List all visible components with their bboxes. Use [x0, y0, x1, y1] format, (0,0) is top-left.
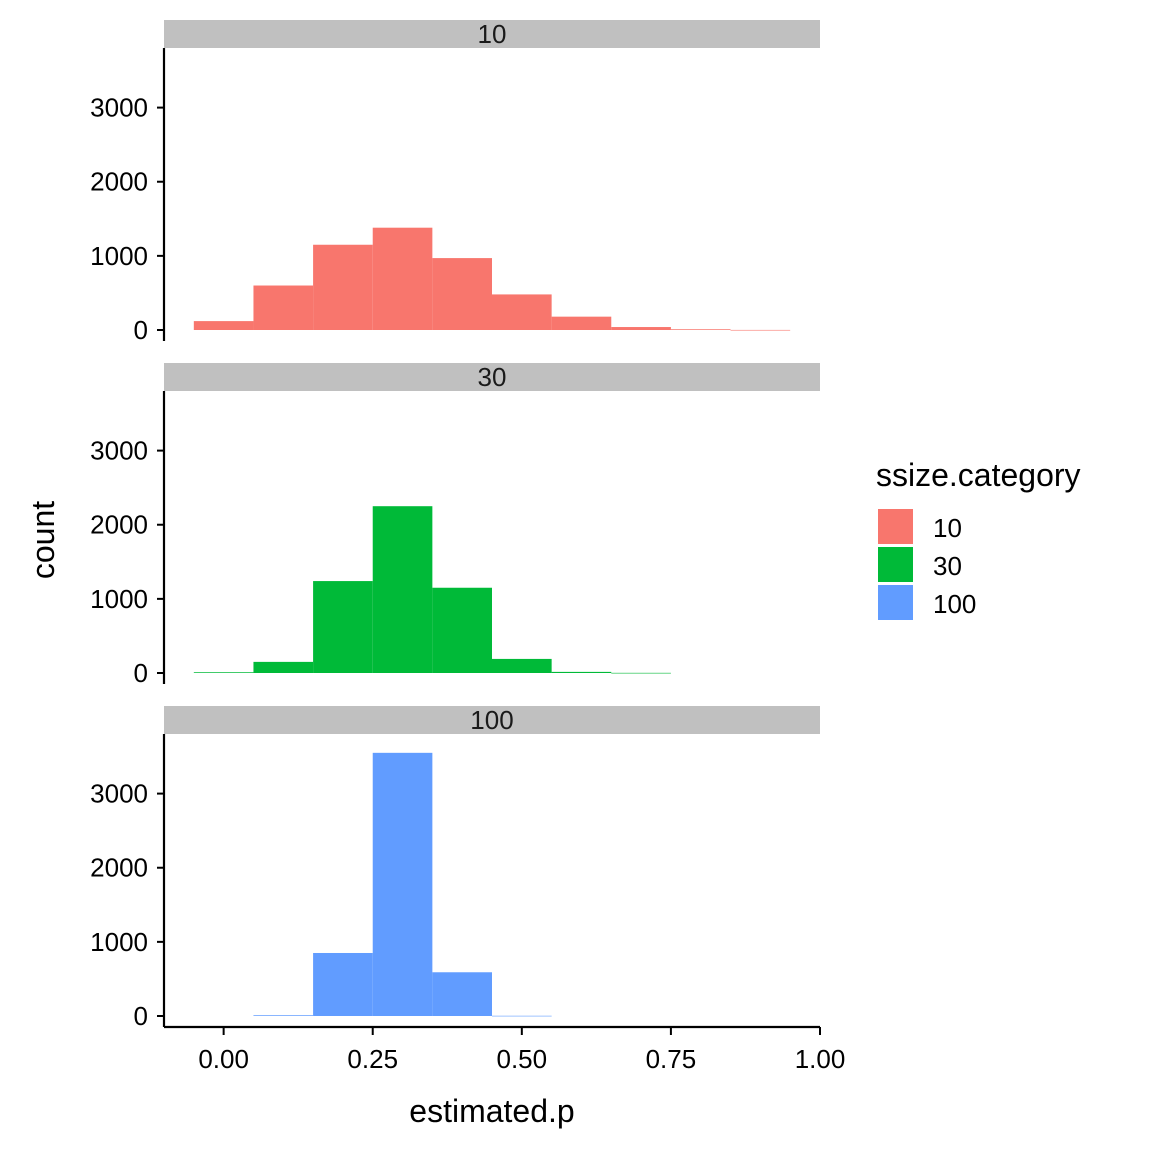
- histogram-bar: [253, 661, 314, 673]
- histogram-bar: [372, 506, 433, 673]
- histogram-bar: [253, 1015, 314, 1016]
- legend-title: ssize.category: [876, 457, 1081, 493]
- x-tick-label: 0.75: [646, 1044, 697, 1074]
- histogram-bar: [611, 672, 671, 674]
- legend-key: [878, 585, 913, 620]
- histogram-bar: [492, 1015, 552, 1017]
- histogram-bar: [670, 329, 731, 330]
- histogram-bar: [432, 587, 492, 673]
- histogram-bar: [492, 294, 552, 330]
- y-tick-label: 2000: [90, 510, 148, 540]
- histogram-bar: [611, 327, 671, 330]
- y-tick-label: 2000: [90, 167, 148, 197]
- x-tick-label: 1.00: [795, 1044, 846, 1074]
- histogram-bar: [313, 244, 373, 330]
- legend-label: 10: [933, 513, 962, 543]
- histogram-bar: [372, 227, 433, 330]
- y-tick-label: 3000: [90, 436, 148, 466]
- histogram-bar: [372, 752, 433, 1016]
- histogram-bar: [551, 671, 612, 673]
- facet-strip-label: 100: [470, 705, 513, 735]
- facet-strip-label: 30: [478, 362, 507, 392]
- y-tick-label: 0: [134, 1001, 148, 1031]
- x-axis-title: estimated.p: [409, 1093, 574, 1129]
- histogram-bar: [492, 658, 552, 673]
- y-tick-label: 2000: [90, 853, 148, 883]
- y-tick-label: 3000: [90, 93, 148, 123]
- legend-key: [878, 547, 913, 582]
- histogram-bar: [313, 952, 373, 1016]
- histogram-bar: [193, 321, 254, 330]
- y-tick-label: 1000: [90, 927, 148, 957]
- histogram-bar: [253, 285, 314, 330]
- legend-label: 30: [933, 551, 962, 581]
- x-axis: 0.00 0.25 0.50 0.75 1.00: [164, 1025, 846, 1074]
- histogram-bar: [432, 258, 492, 330]
- facet-strip: [164, 363, 820, 391]
- panels-layer: 1001000200030003001000200030001000100020…: [90, 19, 820, 1031]
- legend-key: [878, 509, 913, 544]
- facet-strip: [164, 706, 820, 734]
- facet-strip-label: 10: [478, 19, 507, 49]
- facet-strip: [164, 20, 820, 48]
- y-tick-label: 1000: [90, 241, 148, 271]
- legend-label: 100: [933, 589, 976, 619]
- histogram-bar: [551, 316, 612, 330]
- y-tick-label: 0: [134, 315, 148, 345]
- histogram-bar: [730, 329, 791, 331]
- legend: ssize.category 10 30 100: [876, 457, 1081, 620]
- x-tick-label: 0.50: [497, 1044, 548, 1074]
- x-tick-label: 0.25: [347, 1044, 398, 1074]
- histogram-bar: [313, 581, 373, 673]
- panel-10: 10 0 1000 2000 3000: [90, 19, 820, 345]
- y-tick-label: 1000: [90, 584, 148, 614]
- histogram-bar: [432, 972, 492, 1016]
- panel-30: 30 0 1000 2000 3000: [90, 362, 820, 688]
- y-axis-title: count: [25, 501, 61, 579]
- y-tick-label: 3000: [90, 779, 148, 809]
- y-tick-label: 0: [134, 658, 148, 688]
- histogram-bar: [193, 672, 254, 673]
- x-tick-label: 0.00: [198, 1044, 249, 1074]
